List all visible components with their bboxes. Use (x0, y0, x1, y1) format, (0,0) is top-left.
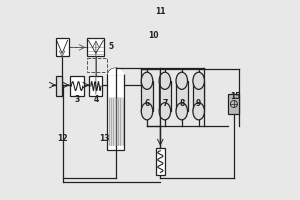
Text: 4: 4 (93, 95, 99, 104)
Ellipse shape (159, 103, 171, 120)
Bar (56, 76, 62, 96)
Text: 9: 9 (196, 99, 201, 108)
Ellipse shape (176, 72, 188, 89)
Bar (87, 58, 107, 72)
Text: 11: 11 (155, 7, 166, 16)
Text: 3: 3 (74, 95, 80, 104)
Text: 15: 15 (230, 92, 241, 101)
Text: 8: 8 (179, 99, 184, 108)
Ellipse shape (176, 103, 188, 120)
Bar (87, 38, 104, 56)
Text: 13: 13 (99, 134, 110, 143)
Bar (193, 81, 204, 111)
Text: 7: 7 (162, 99, 168, 108)
Bar (70, 76, 85, 96)
Ellipse shape (141, 72, 153, 89)
Text: 5: 5 (109, 42, 114, 51)
Text: 6: 6 (144, 99, 150, 108)
Ellipse shape (193, 72, 204, 89)
Bar (156, 148, 165, 175)
Bar (56, 38, 69, 56)
Ellipse shape (141, 103, 153, 120)
Bar (108, 97, 123, 146)
Bar (141, 81, 153, 111)
Bar (107, 74, 124, 150)
Ellipse shape (159, 72, 171, 89)
Bar (229, 94, 239, 114)
Bar (89, 76, 102, 96)
Text: 10: 10 (148, 31, 158, 40)
Bar (176, 81, 188, 111)
Bar (159, 81, 171, 111)
Text: 12: 12 (57, 134, 68, 143)
Ellipse shape (193, 103, 204, 120)
